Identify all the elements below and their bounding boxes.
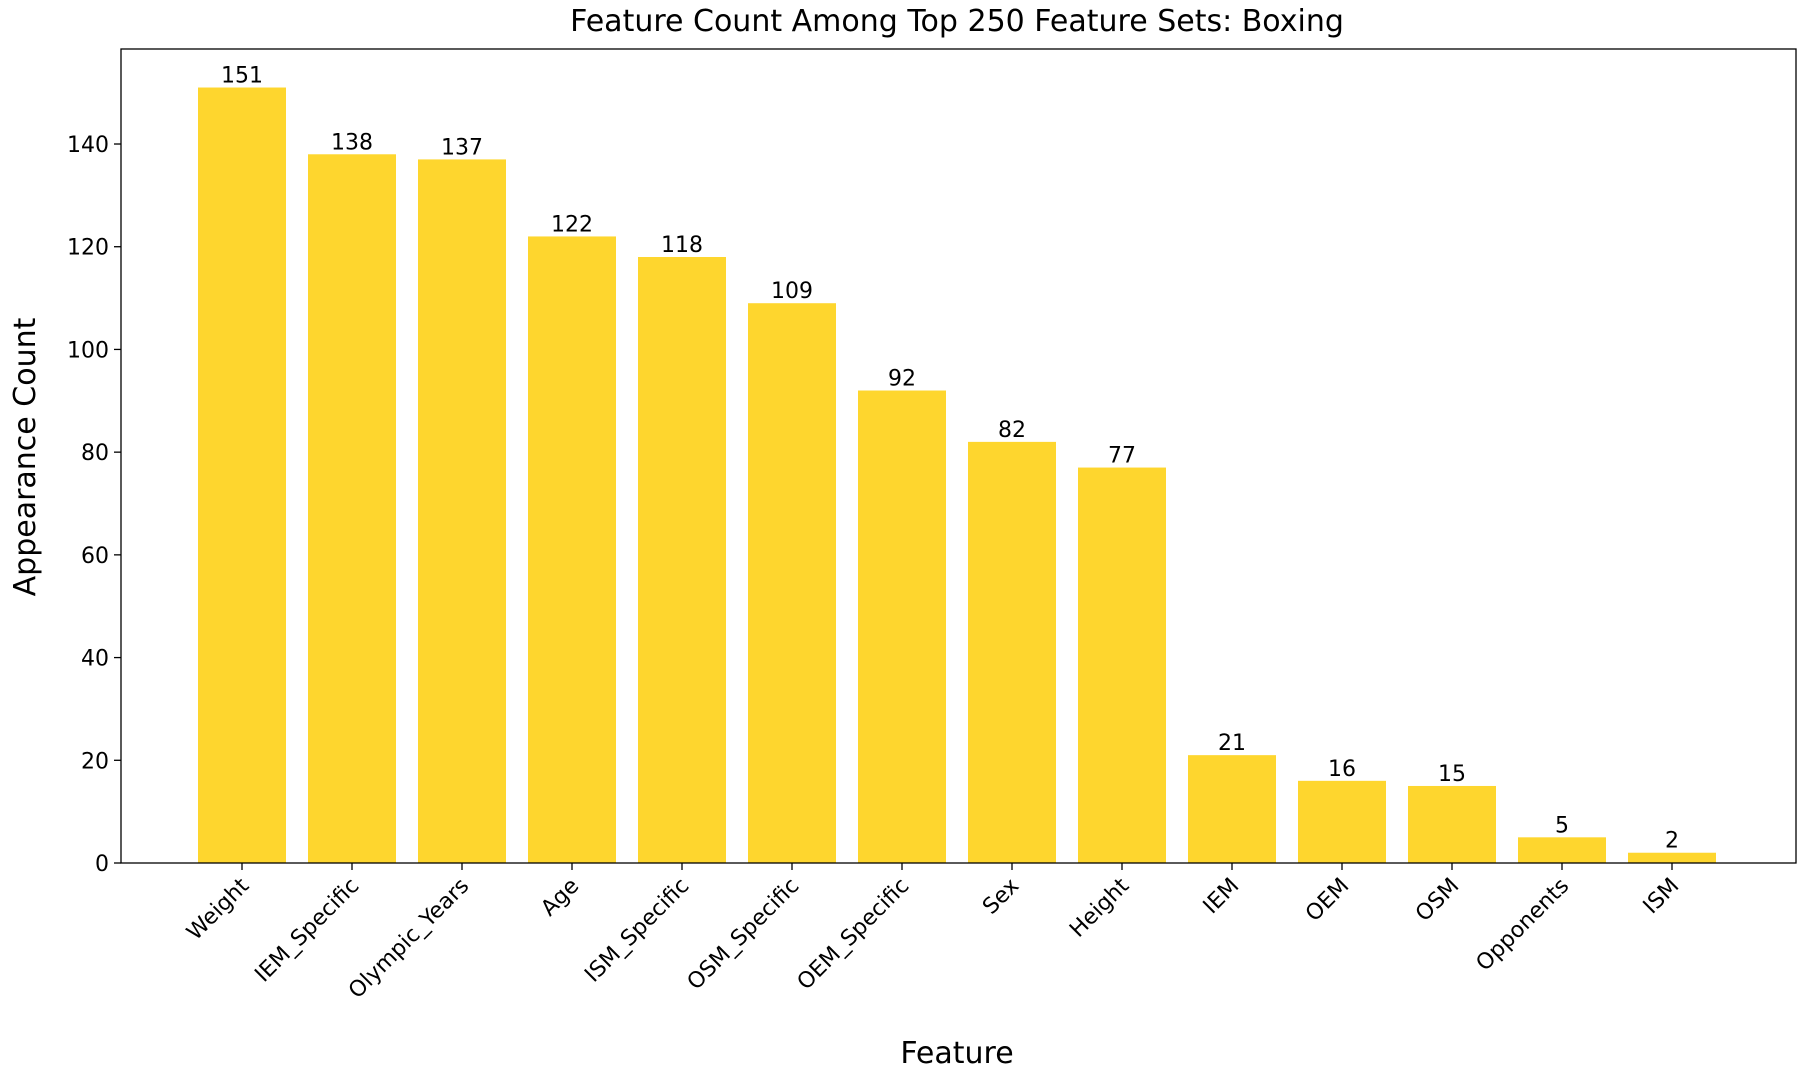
y-tick-label: 40 <box>81 647 109 672</box>
x-tick-label: Weight <box>182 873 254 945</box>
bar-value-label: 82 <box>998 418 1026 443</box>
bar-value-label: 2 <box>1665 829 1679 854</box>
bar-ism-specific <box>638 256 726 864</box>
bar-osm-specific <box>748 303 836 864</box>
chart-title: Feature Count Among Top 250 Feature Sets… <box>570 4 1344 39</box>
x-tick-label: Age <box>536 874 584 922</box>
y-axis-label: Appearance Count <box>8 317 43 596</box>
x-tick-label: Sex <box>978 874 1024 920</box>
bar-iem <box>1188 755 1276 863</box>
plot-frame <box>120 48 1797 864</box>
bar-value-label: 118 <box>661 233 703 258</box>
bar-height <box>1078 467 1166 863</box>
bar-value-label: 137 <box>441 135 483 160</box>
y-tick-label: 80 <box>81 441 109 466</box>
bar-oem <box>1298 780 1386 863</box>
bar-value-label: 138 <box>331 130 373 155</box>
x-tick-label: ISM_Specific <box>580 874 694 988</box>
x-tick-label: IEM <box>1199 874 1245 920</box>
y-tick-label: 120 <box>67 236 109 261</box>
x-tick-label: OSM <box>1411 874 1464 927</box>
bar-iem-specific <box>308 154 396 863</box>
bar-olympic-years <box>418 159 506 864</box>
bar-value-label: 122 <box>551 212 593 237</box>
bar-value-label: 109 <box>771 279 813 304</box>
bar-sex <box>968 441 1056 863</box>
x-axis-label: Feature <box>900 1036 1013 1071</box>
bar-weight <box>198 87 286 864</box>
bar-oem-specific <box>858 390 946 863</box>
bar-osm <box>1408 785 1496 863</box>
bar-age <box>528 236 616 863</box>
bar-value-label: 5 <box>1555 813 1569 838</box>
y-tick-label: 20 <box>81 749 109 774</box>
bar-value-label: 92 <box>888 367 916 392</box>
x-tick-label: Opponents <box>1472 874 1575 977</box>
bar-value-label: 16 <box>1328 757 1356 782</box>
bar-value-label: 21 <box>1218 731 1246 756</box>
y-tick-label: 140 <box>67 133 109 158</box>
bar-ism <box>1628 852 1716 863</box>
x-tick-label: OEM <box>1301 874 1354 927</box>
bar-value-label: 77 <box>1108 444 1136 469</box>
x-tick-label: ISM <box>1639 874 1685 920</box>
bar-value-label: 15 <box>1438 762 1466 787</box>
x-tick-label: Olympic_Years <box>344 874 474 1004</box>
y-tick-label: 60 <box>81 544 109 569</box>
bar-opponents <box>1518 837 1606 863</box>
bar-value-label: 151 <box>221 64 263 89</box>
x-tick-label: OSM_Specific <box>683 874 805 996</box>
x-tick-label: OEM_Specific <box>793 874 915 996</box>
y-tick-label: 0 <box>95 852 109 877</box>
x-tick-label: Height <box>1065 873 1134 942</box>
x-tick-label: IEM_Specific <box>250 874 364 988</box>
y-tick-label: 100 <box>67 338 109 363</box>
